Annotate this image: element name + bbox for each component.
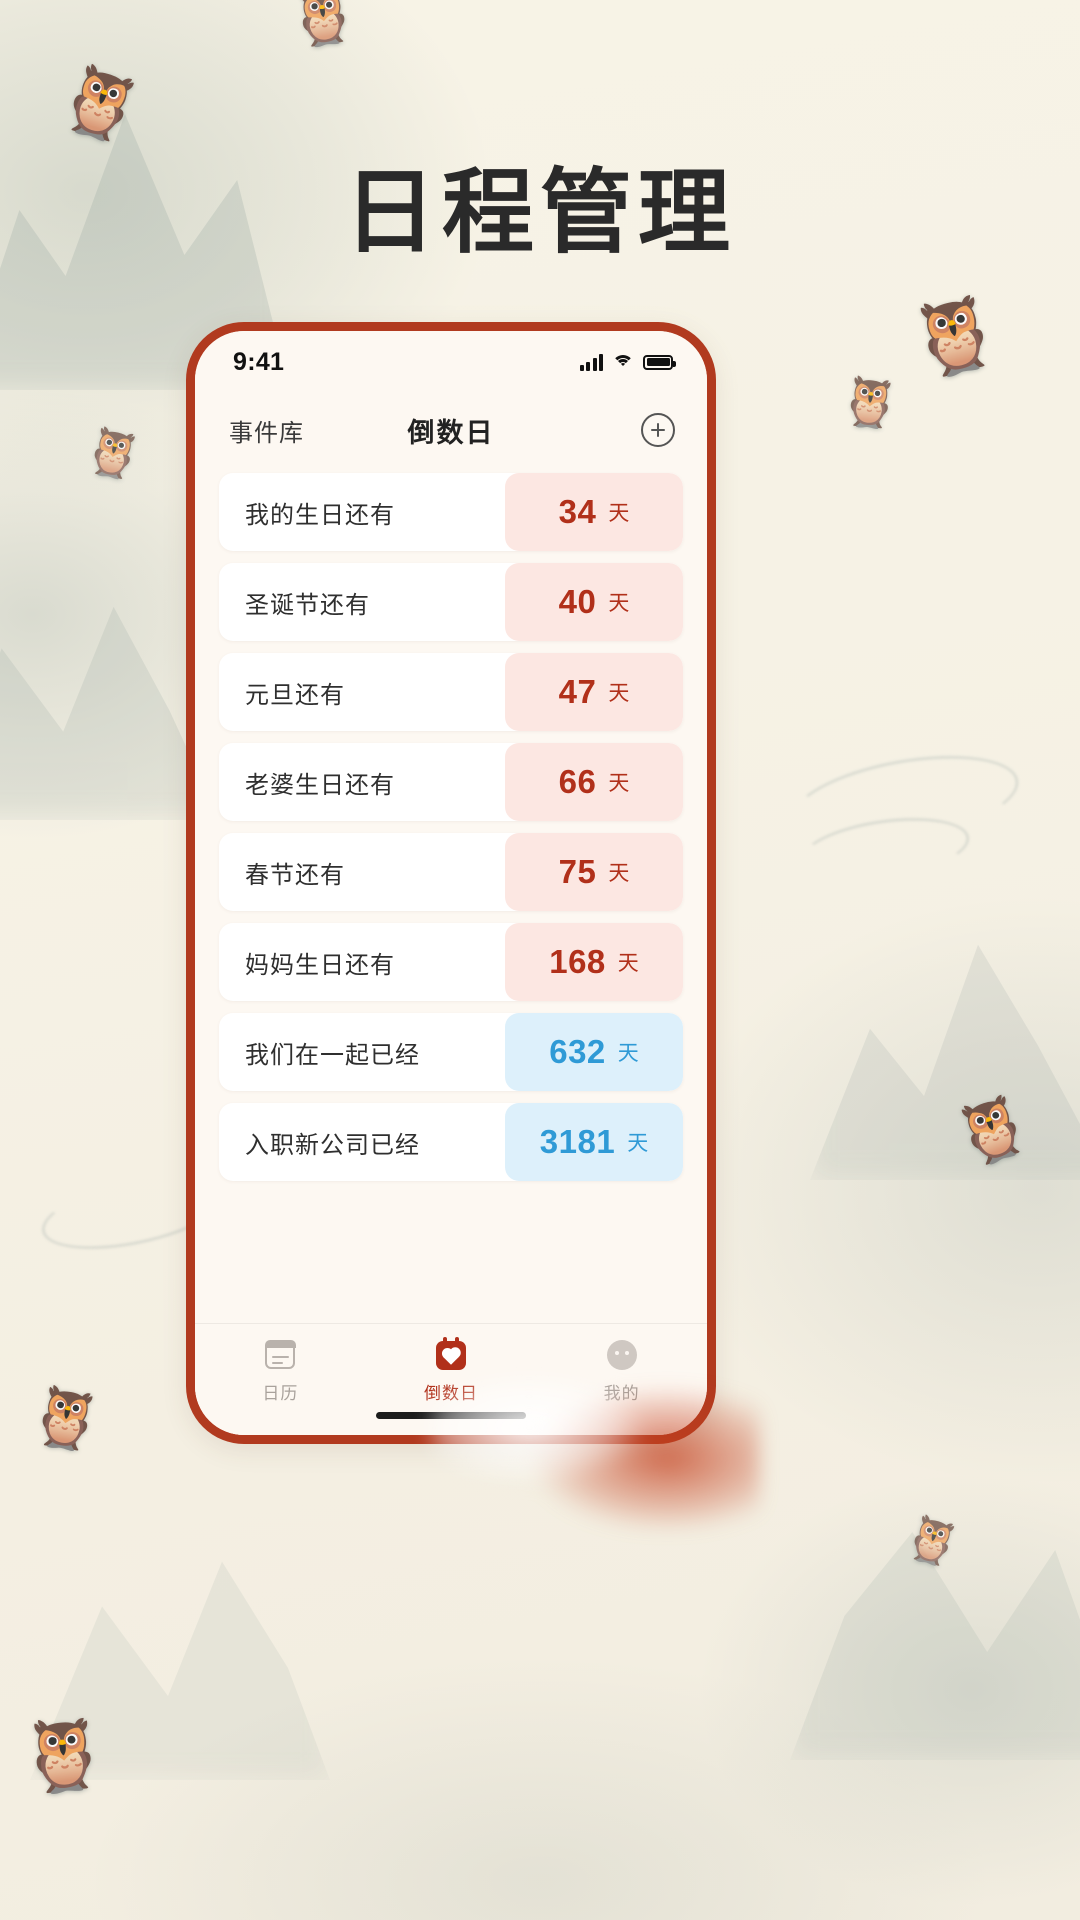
crane-icon: 🦉 [80, 421, 148, 485]
list-item-badge: 34 天 [505, 473, 683, 551]
list-item-value: 632 [549, 1033, 606, 1070]
list-item-label: 元旦还有 [245, 681, 345, 709]
list-item-badge: 168 天 [505, 923, 683, 1001]
list-item-badge: 632 天 [505, 1013, 683, 1091]
list-item-value: 168 [549, 943, 606, 980]
list-item[interactable]: 我的生日还有 34 天 [219, 473, 683, 551]
list-item-value: 3181 [539, 1123, 616, 1160]
list-item[interactable]: 入职新公司已经 3181 天 [219, 1103, 683, 1181]
list-item-unit: 天 [617, 952, 639, 975]
list-item-label: 老婆生日还有 [245, 771, 395, 799]
list-item-value: 75 [558, 853, 597, 890]
tab-label: 我的 [603, 1384, 640, 1403]
wifi-icon [612, 354, 634, 371]
crane-icon: 🦉 [24, 1380, 108, 1457]
list-item-unit: 天 [608, 682, 630, 705]
list-item[interactable]: 圣诞节还有 40 天 [219, 563, 683, 641]
list-item-value: 34 [558, 493, 597, 530]
status-icons [579, 353, 676, 371]
battery-icon [643, 354, 676, 370]
list-item[interactable]: 春节还有 75 天 [219, 833, 683, 911]
list-item-unit: 天 [608, 502, 630, 525]
countdown-icon [434, 1337, 468, 1372]
tab-calendar[interactable]: 日历 [195, 1338, 366, 1404]
signal-bars-icon [579, 353, 603, 371]
countdown-list[interactable]: 我的生日还有 34 天 圣诞节还有 40 天 元旦还有 47 天 [195, 467, 707, 1323]
tab-label: 倒数日 [424, 1384, 478, 1403]
tab-profile[interactable]: 我的 [536, 1338, 707, 1404]
list-item-badge: 75 天 [505, 833, 683, 911]
tab-countdown[interactable]: 倒数日 [366, 1337, 537, 1404]
plus-circle-icon[interactable] [641, 413, 675, 447]
event-library-button[interactable]: 事件库 [229, 419, 304, 447]
list-item[interactable]: 元旦还有 47 天 [219, 653, 683, 731]
crane-icon: 🦉 [901, 286, 1009, 386]
list-item-unit: 天 [608, 862, 630, 885]
crane-icon: 🦉 [50, 55, 152, 151]
list-item-unit: 天 [617, 1042, 639, 1065]
list-item-badge: 3181 天 [505, 1103, 683, 1181]
phone-mockup-frame: 9:41 事件库 倒数日 我的生日还有 34 [186, 322, 716, 1444]
phone-screen: 9:41 事件库 倒数日 我的生日还有 34 [195, 331, 707, 1435]
list-item-badge: 66 天 [505, 743, 683, 821]
crane-icon: 🦉 [286, 0, 362, 52]
list-item-value: 66 [558, 763, 597, 800]
list-item-badge: 40 天 [505, 563, 683, 641]
home-indicator[interactable] [376, 1412, 526, 1419]
list-item-label: 妈妈生日还有 [245, 951, 395, 979]
list-item-unit: 天 [608, 772, 630, 795]
list-item-unit: 天 [627, 1132, 649, 1155]
mountain-silhouette [790, 1532, 1080, 1760]
list-item[interactable]: 老婆生日还有 66 天 [219, 743, 683, 821]
page-title: 日程管理 [343, 159, 736, 266]
calendar-icon [263, 1338, 297, 1372]
list-item[interactable]: 我们在一起已经 632 天 [219, 1013, 683, 1091]
crane-icon: 🦉 [16, 1711, 112, 1799]
tab-label: 日历 [262, 1384, 299, 1403]
status-bar: 9:41 [195, 331, 707, 393]
list-item-label: 入职新公司已经 [245, 1131, 420, 1159]
crane-icon: 🦉 [837, 374, 903, 433]
mountain-silhouette [810, 944, 1080, 1180]
list-item-unit: 天 [608, 592, 630, 615]
list-item-label: 春节还有 [245, 861, 345, 889]
list-item-label: 圣诞节还有 [245, 591, 370, 619]
profile-icon [605, 1338, 639, 1372]
list-item-value: 47 [558, 673, 597, 710]
nav-bar: 事件库 倒数日 [195, 393, 707, 467]
list-item-badge: 47 天 [505, 653, 683, 731]
list-item-label: 我们在一起已经 [245, 1041, 420, 1069]
list-item-label: 我的生日还有 [245, 501, 395, 529]
list-item-value: 40 [558, 583, 597, 620]
list-item[interactable]: 妈妈生日还有 168 天 [219, 923, 683, 1001]
status-time: 9:41 [233, 347, 285, 376]
